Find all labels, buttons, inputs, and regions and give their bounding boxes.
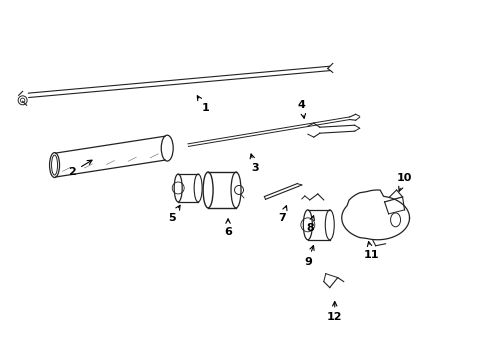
Text: 2: 2 bbox=[69, 160, 92, 177]
Text: 8: 8 bbox=[306, 216, 315, 233]
Text: 4: 4 bbox=[298, 100, 306, 118]
Text: 9: 9 bbox=[304, 246, 314, 267]
Text: 6: 6 bbox=[224, 219, 232, 237]
Text: 1: 1 bbox=[197, 96, 209, 113]
Text: 3: 3 bbox=[250, 154, 259, 173]
Text: 7: 7 bbox=[278, 206, 287, 223]
Text: 10: 10 bbox=[397, 173, 412, 191]
Text: 5: 5 bbox=[169, 205, 180, 223]
Text: 12: 12 bbox=[327, 302, 343, 323]
Text: 11: 11 bbox=[364, 242, 379, 260]
